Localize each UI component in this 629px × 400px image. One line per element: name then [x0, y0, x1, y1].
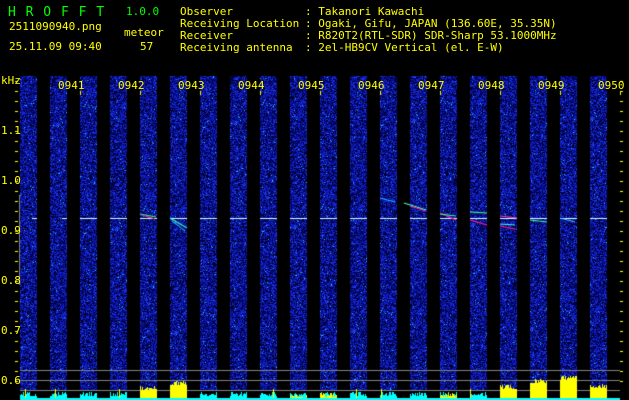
app-version: 1.0.0	[126, 5, 160, 18]
meteor-count: 57	[140, 40, 154, 53]
info-label-location: Receiving Location	[180, 17, 300, 30]
meteor-label: meteor	[124, 26, 164, 39]
info-value-antenna: : 2el-HB9CV Vertical (el. E-W)	[305, 41, 504, 54]
time-label: 0949	[538, 79, 565, 92]
y-label: 0.8	[1, 274, 21, 287]
info-label-receiver: Receiver	[180, 29, 233, 42]
y-label: 0.9	[1, 224, 21, 237]
y-label: 1.0	[1, 174, 21, 187]
time-label: 0943	[178, 79, 205, 92]
time-label: 0942	[118, 79, 145, 92]
info-label-antenna: Receiving antenna	[180, 41, 293, 54]
time-label: 0947	[418, 79, 445, 92]
time-label: 0941	[58, 79, 85, 92]
info-value-location: : Ogaki, Gifu, JAPAN (136.60E, 35.35N)	[305, 17, 557, 30]
y-axis-unit: kHz	[1, 74, 21, 87]
file-name: 2511090940.png	[9, 20, 102, 33]
info-label-observer: Observer	[180, 5, 233, 18]
y-label: 0.6	[1, 374, 21, 387]
time-label: 0946	[358, 79, 385, 92]
app-title: H R O F F T	[8, 5, 106, 20]
time-label: 0950	[598, 79, 625, 92]
time-label: 0944	[238, 79, 265, 92]
time-label: 0948	[478, 79, 505, 92]
info-value-receiver: : R820T2(RTL-SDR) SDR-Sharp 53.1000MHz	[305, 29, 557, 42]
y-label: 1.1	[1, 124, 21, 137]
file-datetime: 25.11.09 09:40	[9, 40, 102, 53]
time-label: 0945	[298, 79, 325, 92]
info-value-observer: : Takanori Kawachi	[305, 5, 425, 18]
y-label: 0.7	[1, 324, 21, 337]
